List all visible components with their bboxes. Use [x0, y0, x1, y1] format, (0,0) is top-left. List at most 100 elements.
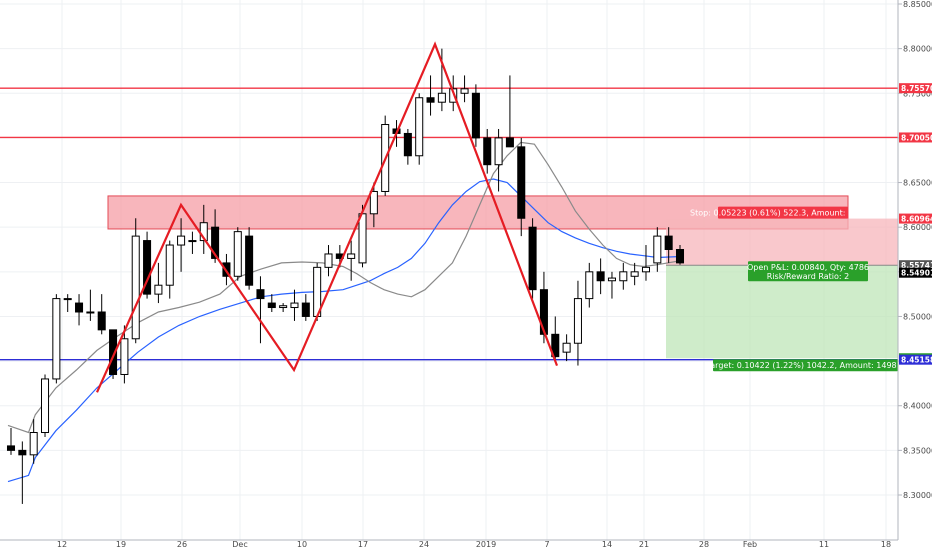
y-tick-label: 8.40000 [903, 402, 932, 411]
candle [403, 128, 412, 165]
candle [630, 262, 639, 286]
candle-body [86, 311, 95, 314]
target-label: Target: 0.10422 (1.22%) 1042.2, Amount: … [706, 359, 904, 372]
candle-body [641, 266, 650, 273]
price-tag-bg [899, 354, 932, 365]
candle [494, 128, 503, 192]
candle-body [165, 244, 174, 286]
candle [267, 294, 276, 312]
x-tick-label: Dec [232, 540, 247, 549]
candle-body [403, 132, 412, 157]
price-tags: 8.755708.700508.609648.557418.549018.453… [899, 83, 932, 365]
candle-body [18, 449, 27, 456]
candle [562, 334, 571, 362]
price-tag: 8.54901 [899, 267, 932, 278]
candle-body [41, 378, 50, 434]
candle-body [573, 298, 582, 344]
candle [290, 289, 299, 321]
time-axis[interactable]: 12 19 26 Dec 10 17 24 2019 7 14 21 28 Feb 11 18 [0, 539, 898, 549]
zigzag-pattern[interactable] [95, 41, 559, 393]
x-tick-label: 11 [819, 540, 829, 549]
x-tick-label: 12 [57, 540, 67, 549]
candle [675, 245, 685, 265]
candle [41, 374, 50, 437]
candle [120, 325, 129, 384]
candle [460, 75, 469, 103]
y-tick-label: 8.35000 [903, 446, 932, 455]
price-tag-bg [899, 83, 932, 94]
candle-body [449, 88, 458, 103]
candle [505, 75, 514, 148]
candle [551, 316, 560, 362]
stop-area[interactable] [666, 218, 898, 266]
candle-body [52, 298, 61, 380]
y-tick-label: 8.75000 [903, 89, 932, 98]
candle-body [109, 329, 118, 375]
y-tick-label: 8.30000 [903, 491, 932, 500]
pnl-label-bg [748, 261, 868, 282]
x-tick-label: 10 [297, 540, 307, 549]
stop-label-text: Stop: 0.05223 (0.61%) 522.3, Amount: 750… [690, 209, 876, 218]
candle-body [97, 311, 106, 331]
candle-body [675, 249, 685, 264]
x-tick-label: Feb [743, 540, 757, 549]
target-label-bg [713, 359, 898, 372]
candle [154, 262, 163, 304]
candle [301, 294, 310, 321]
short-position-tool[interactable] [666, 218, 898, 359]
x-tick-label: 17 [358, 540, 368, 549]
candle [437, 48, 446, 112]
candle [596, 258, 605, 295]
price-tag: 8.75570 [899, 83, 932, 94]
x-tick-label: 14 [602, 540, 612, 549]
candle-body [551, 333, 560, 358]
candle [233, 227, 242, 281]
candles [6, 48, 685, 504]
candle [426, 75, 435, 116]
candle-body [267, 302, 276, 309]
candle [165, 240, 174, 299]
y-tick-label: 8.50000 [903, 312, 932, 321]
x-tick-label: 28 [699, 540, 709, 549]
candle-body [505, 137, 514, 148]
candle-body [290, 302, 299, 309]
candle-body [415, 97, 424, 157]
candle-body [517, 146, 526, 219]
x-tick-label: 18 [881, 540, 891, 549]
candle-body [619, 271, 628, 282]
candle-body [131, 235, 140, 340]
candle [143, 231, 152, 299]
candle [29, 419, 38, 464]
candle [63, 294, 72, 312]
candle [415, 93, 424, 165]
price-tag-bg [899, 132, 932, 143]
candle-body [347, 253, 356, 259]
price-tag-bg [899, 267, 932, 278]
candle-body [664, 235, 673, 250]
price-tag: 8.55741 [899, 260, 932, 271]
candle [619, 262, 628, 290]
candle-body [120, 338, 129, 375]
candle-body [426, 97, 435, 103]
candle [585, 262, 594, 308]
candle-body [437, 92, 446, 103]
trade-labels: Stop: 0.05223 (0.61%) 522.3, Amount: 750… [690, 206, 904, 372]
candle-body [562, 342, 571, 353]
x-tick-label: 21 [639, 540, 649, 549]
candle [347, 240, 356, 281]
candle-body [607, 277, 616, 282]
stop-label: Stop: 0.05223 (0.61%) 522.3, Amount: 750… [690, 206, 876, 219]
candle-body [358, 213, 367, 264]
x-tick-label: 2019 [476, 540, 496, 549]
pnl-label: Open P&L: 0.00840, Qty: 4786Risk/Reward … [747, 261, 869, 282]
pnl-label-text: Open P&L: 0.00840, Qty: 4786 [747, 263, 869, 272]
price-tag-bg [899, 260, 932, 271]
candle-body [245, 235, 254, 286]
candle-body [6, 445, 16, 451]
zigzag-line[interactable] [95, 41, 559, 393]
candle-body [596, 271, 605, 282]
candle [131, 218, 140, 344]
candle-body [188, 240, 197, 243]
candle-body [653, 235, 662, 264]
